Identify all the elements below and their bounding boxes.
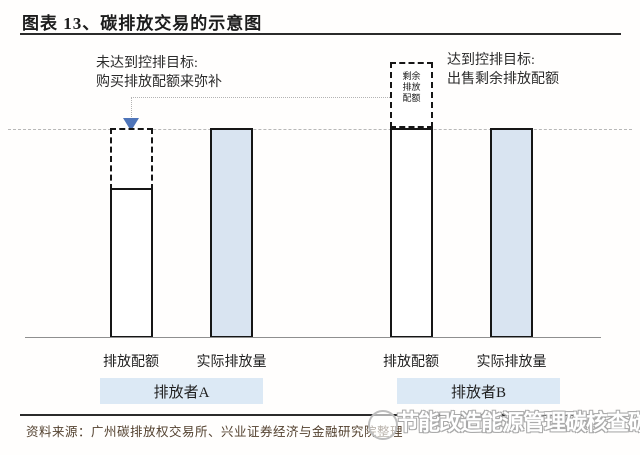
emission-target-dashed-line xyxy=(8,129,632,130)
surplus-label-line1: 剩余 xyxy=(402,71,421,81)
emitter-a-name: 排放者A xyxy=(153,384,210,401)
bar-b-emission-quota xyxy=(390,128,433,338)
watermark-text: 节能改造能源管理碳核查碳交易 xyxy=(397,410,640,435)
bar-a-quota-deficit-dashed xyxy=(110,128,153,190)
surplus-label-line3: 配额 xyxy=(402,93,421,103)
label-a-emission-quota: 排放配额 xyxy=(103,355,159,370)
annotation-b-line1: 达到控排目标: xyxy=(447,53,535,68)
annotation-a-line1: 未达到控排目标: xyxy=(96,56,198,71)
source-text: 资料来源：广州碳排放权交易所、兴业证券经济与金融研究院整理 xyxy=(26,425,404,439)
bar-a-actual-emissions xyxy=(210,128,253,338)
label-b-emission-quota: 排放配额 xyxy=(383,355,439,370)
annotation-emitter-b: 达到控排目标: 出售剩余排放配额 xyxy=(447,51,559,89)
emitter-b-name: 排放者B xyxy=(450,384,506,401)
figure-title: 图表 13、碳排放交易的示意图 xyxy=(22,14,263,33)
baseline xyxy=(25,337,601,338)
label-b-actual-emissions: 实际排放量 xyxy=(476,355,547,370)
emitter-b-band: 排放者B xyxy=(397,378,560,404)
transfer-connector-horizontal xyxy=(131,97,390,98)
title-underline xyxy=(20,33,621,35)
bar-b-actual-emissions xyxy=(490,128,533,338)
bar-a-emission-quota xyxy=(110,188,153,338)
transfer-connector-vertical xyxy=(131,97,132,119)
label-a-actual-emissions: 实际排放量 xyxy=(196,355,267,370)
surplus-label-line2: 排放 xyxy=(402,82,421,92)
annotation-b-line2: 出售剩余排放配额 xyxy=(447,72,559,87)
emitter-a-band: 排放者A xyxy=(100,378,263,404)
watermark-logo-icon xyxy=(368,410,398,440)
annotation-emitter-a: 未达到控排目标: 购买排放配额来弥补 xyxy=(96,54,222,92)
source-divider xyxy=(20,414,621,416)
annotation-a-line2: 购买排放配额来弥补 xyxy=(96,75,222,90)
arrow-down-icon xyxy=(123,118,139,131)
bar-b-surplus-quota-dashed: 剩余 排放 配额 xyxy=(390,62,433,128)
